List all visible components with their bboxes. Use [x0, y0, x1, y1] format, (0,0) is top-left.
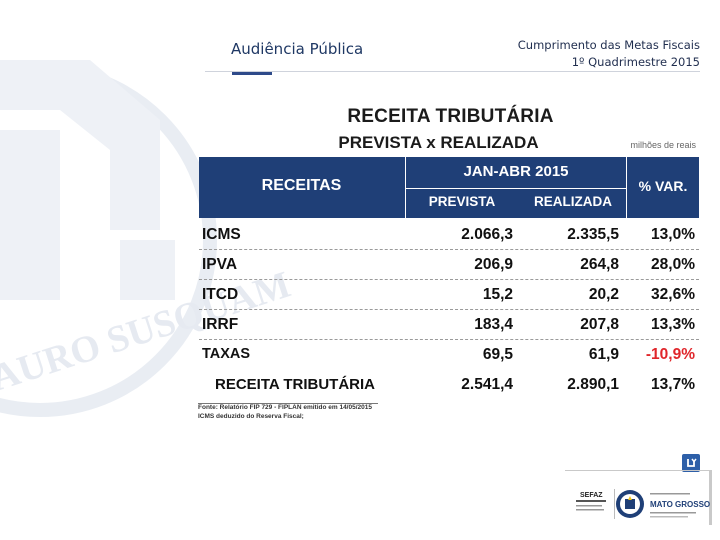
- slide-title: RECEITA TRIBUTÁRIA: [347, 106, 554, 127]
- row-prevista: 183,4: [474, 316, 513, 333]
- source-note: Fonte: Relatório FIP 729 - FIPLAN emitid…: [198, 403, 372, 421]
- row-var: 13,3%: [651, 316, 695, 333]
- table-header: RECEITAS JAN-ABR 2015 PREVISTA REALIZADA…: [199, 157, 699, 218]
- table-row: IPVA 206,9 264,8 28,0%: [199, 250, 699, 280]
- row-name: ITCD: [202, 286, 239, 303]
- header-var: % VAR.: [638, 178, 688, 194]
- table-row: IRRF 183,4 207,8 13,3%: [199, 310, 699, 340]
- total-name: RECEITA TRIBUTÁRIA: [215, 376, 375, 393]
- row-var-negative: -10,9%: [645, 346, 695, 363]
- return-button[interactable]: [682, 454, 700, 472]
- source-line-2: ICMS deduzido do Reserva Fiscal;: [198, 413, 304, 420]
- subtitle-line-2: 1º Quadrimestre 2015: [571, 55, 700, 69]
- row-realizada: 20,2: [588, 286, 619, 303]
- row-realizada: 2.335,5: [567, 226, 619, 243]
- units-note: milhões de reais: [630, 140, 696, 150]
- footer-logos: SEFAZ MATO GROSSO: [576, 489, 710, 519]
- table-row: ICMS 2.066,3 2.335,5 13,0%: [199, 220, 699, 250]
- header-divider-1: [405, 157, 406, 218]
- row-name: TAXAS: [202, 346, 251, 362]
- row-var: 13,0%: [651, 226, 695, 243]
- header-realizada: REALIZADA: [534, 194, 612, 209]
- total-realizada: 2.890,1: [567, 376, 619, 393]
- row-realizada: 61,9: [588, 346, 619, 363]
- sefaz-logo-text: SEFAZ: [580, 492, 603, 499]
- source-divider: [198, 403, 378, 404]
- footer-divider: [565, 470, 710, 471]
- revenue-slide: RECEITA TRIBUTÁRIA PREVISTA x REALIZADA …: [197, 100, 704, 425]
- mato-grosso-logo: MATO GROSSO: [650, 493, 710, 518]
- header-divider-3: [405, 188, 626, 189]
- header-prevista: PREVISTA: [428, 194, 496, 209]
- row-name: IPVA: [202, 256, 238, 273]
- page-title: Audiência Pública: [231, 40, 364, 58]
- row-prevista: 69,5: [482, 346, 513, 363]
- mato-grosso-text: MATO GROSSO: [650, 500, 710, 509]
- total-row: RECEITA TRIBUTÁRIA 2.541,4 2.890,1 13,7%: [199, 370, 699, 400]
- table-row: ITCD 15,2 20,2 32,6%: [199, 280, 699, 310]
- return-arrow-icon: [687, 458, 697, 467]
- row-prevista: 206,9: [474, 256, 513, 273]
- source-line-1: Fonte: Relatório FIP 729 - FIPLAN emitid…: [198, 404, 372, 411]
- slide-subtitle: PREVISTA x REALIZADA: [338, 133, 539, 152]
- header-divider-2: [626, 157, 627, 218]
- row-realizada: 207,8: [580, 316, 619, 333]
- row-prevista: 15,2: [482, 286, 513, 303]
- footer-side-bar: [709, 470, 712, 525]
- row-realizada: 264,8: [580, 256, 619, 273]
- sefaz-logo: SEFAZ: [576, 492, 606, 511]
- state-seal-icon: [616, 490, 644, 518]
- total-prevista: 2.541,4: [461, 376, 513, 393]
- subtitle-line-1: Cumprimento das Metas Fiscais: [517, 38, 700, 52]
- table-row: TAXAS 69,5 61,9 -10,9%: [199, 340, 699, 370]
- title-underline-accent: [232, 71, 272, 75]
- row-name: IRRF: [202, 316, 239, 333]
- total-var: 13,7%: [651, 376, 695, 393]
- header-divider: [205, 71, 700, 72]
- row-var: 28,0%: [651, 256, 695, 273]
- row-prevista: 2.066,3: [461, 226, 513, 243]
- subtitle-block: Cumprimento das Metas Fiscais 1º Quadrim…: [518, 37, 700, 71]
- header-receitas: RECEITAS: [261, 177, 342, 194]
- row-name: ICMS: [202, 226, 241, 243]
- row-var: 32,6%: [651, 286, 695, 303]
- header-period: JAN-ABR 2015: [463, 163, 569, 180]
